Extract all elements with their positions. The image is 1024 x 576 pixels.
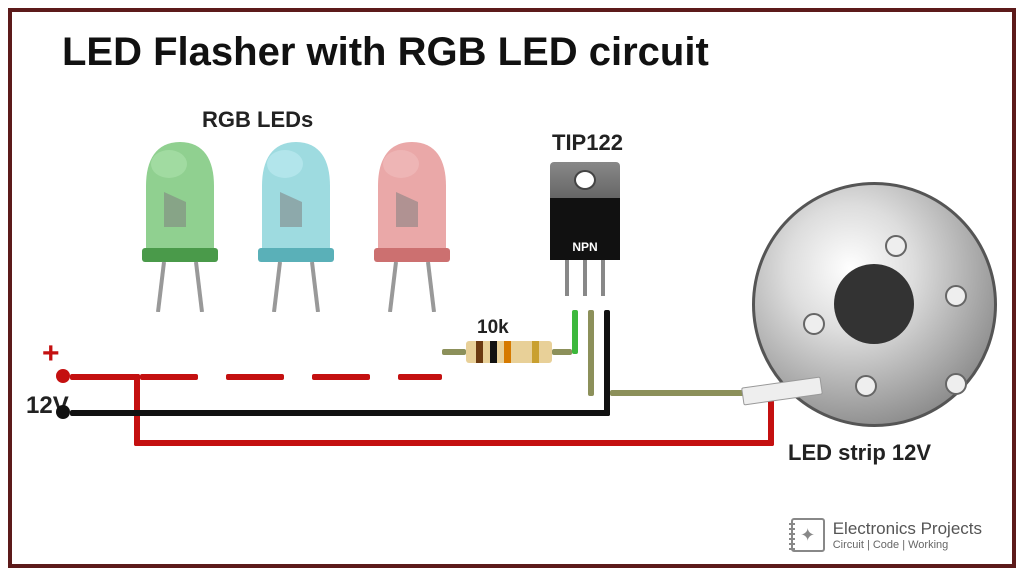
band-4: [532, 341, 539, 363]
transistor-hole-icon: [574, 170, 596, 190]
reel-spoke-3: [803, 313, 825, 335]
wire-neg-up: [604, 310, 610, 416]
resistor-10k: [466, 341, 552, 363]
reel-spoke-4: [885, 235, 907, 257]
wire-res-right: [552, 349, 572, 355]
resistor-label: 10k: [477, 317, 509, 339]
pos-terminal: [56, 369, 70, 383]
wire-base-green: [572, 310, 578, 354]
wire-emitter-down: [588, 310, 594, 396]
led-strip-reel: [752, 182, 997, 427]
neg-terminal: [56, 405, 70, 419]
wire-pos-source: [70, 374, 140, 380]
reel-spoke-2: [945, 373, 967, 395]
wire-seg-1: [140, 374, 198, 380]
transistor-tab: [550, 162, 620, 198]
logo-coil-icon: [789, 523, 795, 551]
pin-e: [601, 260, 605, 296]
rgb-led-2: [366, 142, 458, 312]
reel-spoke-0: [945, 285, 967, 307]
rgb-leds-label: RGB LEDs: [202, 107, 313, 133]
footer-title: Electronics Projects: [833, 519, 982, 539]
transistor-body: NPN: [550, 198, 620, 260]
band-2: [490, 341, 497, 363]
footer-tagline: Circuit | Code | Working: [833, 539, 982, 551]
plus-label: +: [42, 337, 60, 371]
led-strip-label: LED strip 12V: [788, 440, 931, 466]
wire-res-left: [442, 349, 466, 355]
wire-seg-4: [398, 374, 442, 380]
band-1: [476, 341, 483, 363]
wire-seg-3: [312, 374, 370, 380]
led-icon-2: [366, 142, 458, 312]
pin-b: [565, 260, 569, 296]
footer-logo: ✦ Electronics Projects Circuit | Code | …: [791, 518, 982, 552]
logo-icon: ✦: [791, 518, 825, 552]
circuit-frame: LED Flasher with RGB LED circuit RGB LED…: [8, 8, 1016, 568]
led-icon-0: [134, 142, 226, 312]
wire-neg-main: [70, 410, 610, 416]
wire-seg-2: [226, 374, 284, 380]
band-3: [504, 341, 511, 363]
bulb-icon: ✦: [800, 525, 815, 546]
page-title: LED Flasher with RGB LED circuit: [62, 30, 709, 75]
transistor-tip122: NPN: [550, 162, 620, 260]
rgb-led-1: [250, 142, 342, 312]
reel-spoke-1: [855, 375, 877, 397]
led-icon-1: [250, 142, 342, 312]
pin-c: [583, 260, 587, 296]
npn-label: NPN: [572, 240, 597, 254]
reel-hub-icon: [834, 264, 914, 344]
transistor-label: TIP122: [552, 130, 623, 156]
rgb-led-0: [134, 142, 226, 312]
wire-pos-bottom: [134, 440, 774, 446]
